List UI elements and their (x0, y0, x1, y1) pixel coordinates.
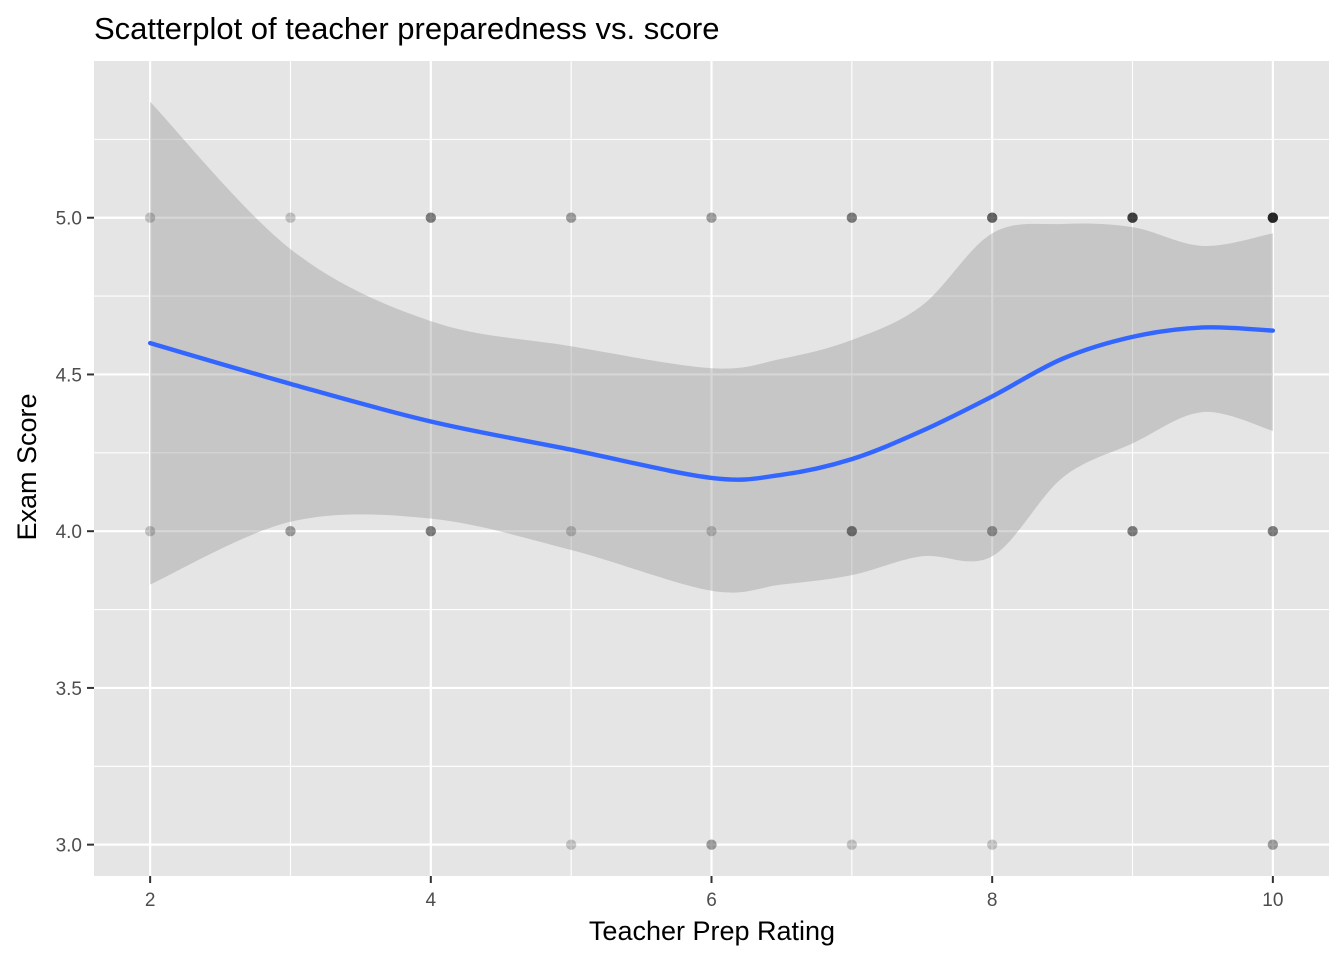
data-point (846, 525, 858, 537)
data-point (144, 525, 156, 537)
data-point (1127, 525, 1138, 537)
data-point (846, 212, 858, 223)
confidence-band (150, 101, 1273, 593)
x-tick-label: 8 (987, 890, 998, 911)
chart-title: Scatterplot of teacher preparedness vs. … (94, 11, 720, 46)
data-points (144, 212, 1279, 850)
data-point (1267, 212, 1279, 223)
data-point (1267, 212, 1279, 223)
x-tick-label: 10 (1262, 890, 1283, 911)
data-point (1127, 212, 1138, 223)
data-point (285, 212, 296, 223)
data-point (565, 525, 577, 537)
y-tick-label: 4.0 (56, 522, 82, 543)
data-point (565, 839, 577, 850)
y-tick-label: 4.5 (56, 365, 82, 386)
data-point (285, 525, 296, 537)
data-point (846, 839, 858, 850)
data-point (1267, 212, 1279, 223)
x-tick-label: 6 (706, 890, 717, 911)
data-point (986, 212, 998, 223)
data-point (425, 212, 437, 223)
data-point (144, 212, 156, 223)
major-gridlines (94, 61, 1329, 876)
data-point (706, 839, 717, 850)
data-point (1267, 839, 1279, 850)
data-point (846, 212, 858, 223)
data-point (986, 525, 998, 537)
data-point (1127, 212, 1138, 223)
data-point (986, 212, 998, 223)
x-axis: 2 4 6 8 10 (145, 876, 1283, 911)
data-point (846, 212, 858, 223)
data-point (846, 525, 858, 537)
data-point (565, 212, 577, 223)
x-tick-label: 2 (145, 890, 156, 911)
data-point (706, 839, 717, 850)
data-point (986, 212, 998, 223)
data-point (425, 525, 437, 537)
data-point (425, 212, 437, 223)
data-point (1267, 212, 1279, 223)
data-point (1127, 525, 1138, 537)
data-point (425, 212, 437, 223)
data-point (1267, 212, 1279, 223)
x-tick-label: 4 (426, 890, 437, 911)
data-point (1267, 525, 1279, 537)
data-point (425, 525, 437, 537)
data-point (1127, 525, 1138, 537)
smooth-line (147, 325, 1276, 482)
data-point (706, 525, 717, 537)
x-axis-title: Teacher Prep Rating (589, 916, 835, 946)
y-tick-label: 3.0 (56, 836, 82, 857)
data-point (986, 525, 998, 537)
data-point (425, 525, 437, 537)
data-point (1267, 525, 1279, 537)
y-tick-label: 3.5 (56, 679, 82, 700)
data-point (706, 212, 717, 223)
data-point (1127, 212, 1138, 223)
y-axis-title: Exam Score (12, 393, 42, 540)
data-point (1267, 212, 1279, 223)
data-point (1127, 212, 1138, 223)
data-point (565, 212, 577, 223)
data-point (1267, 525, 1279, 537)
data-point (986, 212, 998, 223)
data-point (706, 212, 717, 223)
data-point (285, 525, 296, 537)
y-tick-label: 5.0 (56, 209, 82, 230)
data-point (1267, 212, 1279, 223)
data-point (846, 525, 858, 537)
data-point (1127, 212, 1138, 223)
data-point (986, 839, 998, 850)
data-point (1267, 212, 1279, 223)
y-axis: 3.0 3.5 4.0 4.5 5.0 (56, 209, 94, 857)
data-point (1127, 212, 1138, 223)
data-point (1267, 839, 1279, 850)
